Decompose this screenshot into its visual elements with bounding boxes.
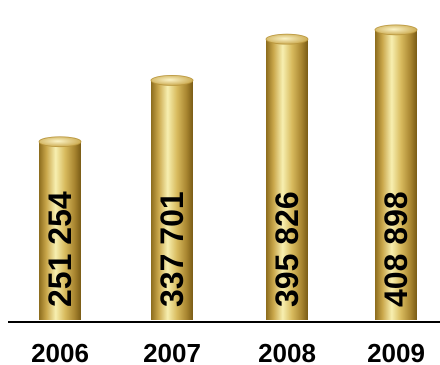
bar-2006: 251 254 <box>38 136 82 320</box>
bar-value-label: 251 254 <box>42 191 78 307</box>
bar-value-label: 395 826 <box>269 191 305 307</box>
category-label-2009: 2009 <box>367 338 425 365</box>
bar-top-cap <box>374 24 418 36</box>
category-labels-layer: 2006 2007 2008 2009 <box>31 338 425 365</box>
bar-top-cap <box>38 136 82 148</box>
bar-body <box>266 39 308 320</box>
bar-2009: 408 898 <box>374 24 418 320</box>
bar-value-label: 408 898 <box>378 191 414 307</box>
bars-layer: 251 254 337 701 395 826 408 898 <box>38 24 418 320</box>
bar-body <box>375 29 417 320</box>
bar-2008: 395 826 <box>265 33 309 320</box>
bar-body <box>151 80 193 320</box>
category-label-2007: 2007 <box>143 338 201 365</box>
bar-body <box>39 141 81 320</box>
bar-2007: 337 701 <box>150 74 194 320</box>
category-label-2008: 2008 <box>258 338 316 365</box>
bar-top-cap <box>265 33 309 45</box>
bar-top-cap <box>150 74 194 86</box>
category-label-2006: 2006 <box>31 338 89 365</box>
bar-value-label: 337 701 <box>154 191 190 307</box>
